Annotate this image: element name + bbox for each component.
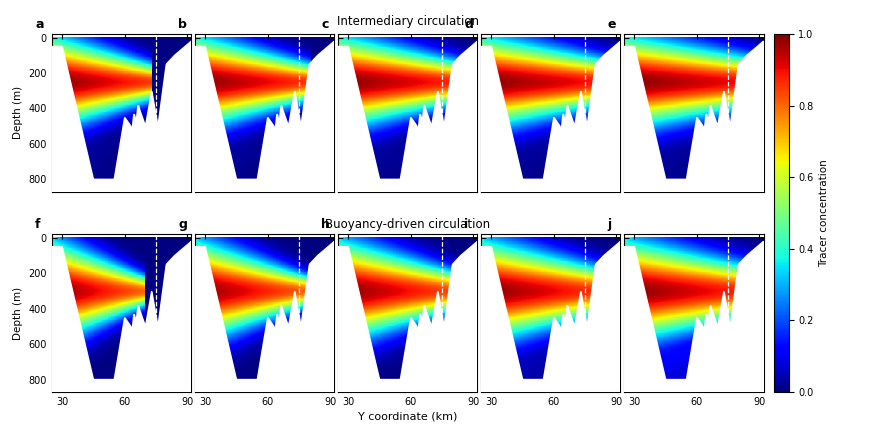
- Text: Y coordinate (km): Y coordinate (km): [358, 411, 457, 421]
- Polygon shape: [338, 41, 478, 192]
- Polygon shape: [481, 242, 621, 392]
- Text: Day 20: Day 20: [152, 174, 188, 184]
- Text: d: d: [464, 18, 473, 31]
- Polygon shape: [195, 41, 334, 192]
- Polygon shape: [624, 242, 764, 392]
- Text: Day 80: Day 80: [581, 174, 616, 184]
- Text: Buoyancy-driven circulation: Buoyancy-driven circulation: [325, 218, 490, 231]
- Text: Intermediary circulation: Intermediary circulation: [337, 14, 479, 28]
- Text: a: a: [35, 18, 44, 31]
- Text: b: b: [178, 18, 187, 31]
- Text: Day 40: Day 40: [296, 174, 330, 184]
- Y-axis label: Tracer concentration: Tracer concentration: [819, 159, 830, 267]
- Text: Day 20: Day 20: [152, 374, 188, 384]
- Polygon shape: [195, 242, 334, 392]
- Text: Day 80: Day 80: [581, 374, 616, 384]
- Text: f: f: [35, 218, 40, 231]
- Text: i: i: [464, 218, 468, 231]
- Polygon shape: [338, 242, 478, 392]
- Text: c: c: [321, 18, 329, 31]
- Y-axis label: Depth (m): Depth (m): [13, 86, 23, 139]
- Polygon shape: [481, 41, 621, 192]
- Text: h: h: [321, 218, 330, 231]
- Polygon shape: [52, 242, 191, 392]
- Text: e: e: [607, 18, 616, 31]
- Text: g: g: [178, 218, 187, 231]
- Polygon shape: [624, 41, 764, 192]
- Text: j: j: [607, 218, 612, 231]
- Text: Day 60: Day 60: [438, 174, 473, 184]
- Text: Day 40: Day 40: [296, 374, 330, 384]
- Text: Day 60: Day 60: [438, 374, 473, 384]
- Text: Day 100: Day 100: [719, 174, 759, 184]
- Text: Day 100: Day 100: [719, 374, 759, 384]
- Y-axis label: Depth (m): Depth (m): [13, 287, 23, 340]
- Polygon shape: [52, 41, 191, 192]
